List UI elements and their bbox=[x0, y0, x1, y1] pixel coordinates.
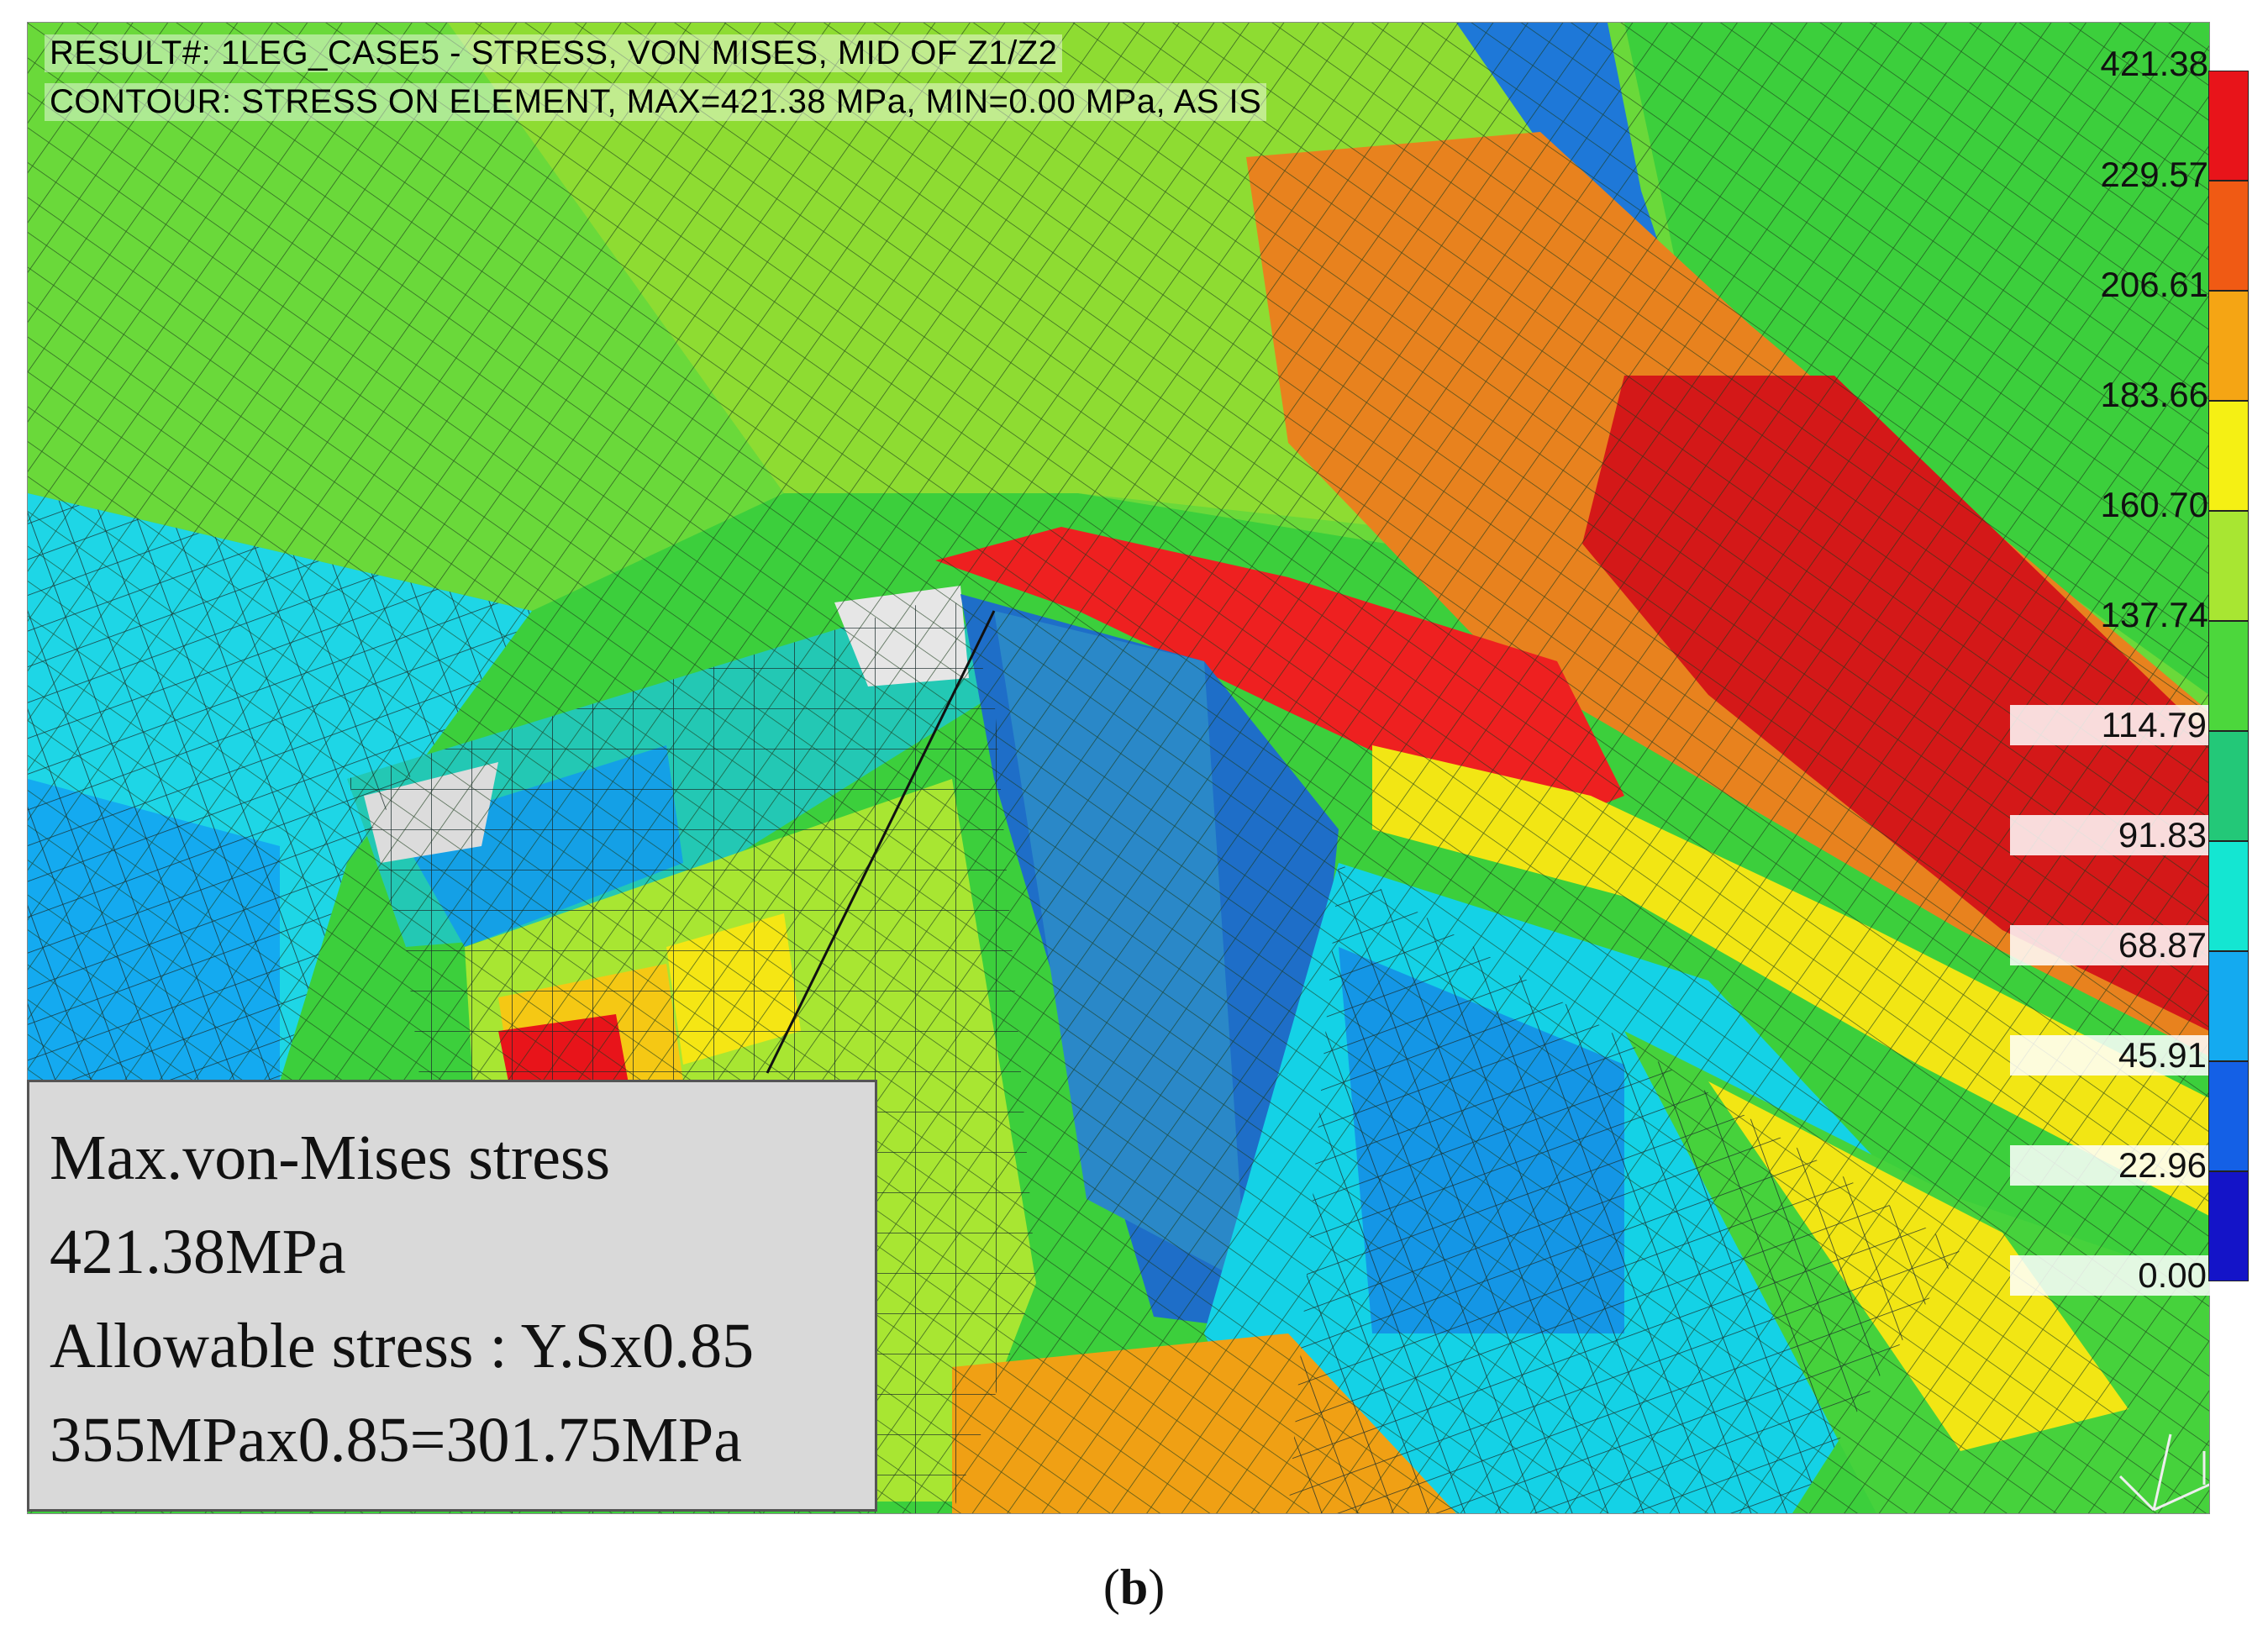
legend-swatch bbox=[2208, 1171, 2249, 1281]
legend-swatch bbox=[2208, 291, 2249, 401]
legend-label: 68.87 bbox=[2010, 925, 2210, 965]
legend-label: 0.00 bbox=[2010, 1255, 2210, 1296]
legend-label: 137.74 bbox=[2100, 595, 2208, 634]
legend-label: 183.66 bbox=[2100, 375, 2208, 414]
legend-label: 45.91 bbox=[2010, 1035, 2210, 1076]
legend-swatch bbox=[2208, 621, 2249, 731]
legend-label: 206.61 bbox=[2100, 265, 2208, 304]
stress-info-box: Max.von-Mises stress 421.38MPa Allowable… bbox=[27, 1080, 877, 1512]
legend-label: 91.83 bbox=[2010, 815, 2210, 855]
legend-swatch bbox=[2208, 951, 2249, 1061]
contour-legend-bar bbox=[2208, 71, 2249, 1281]
legend-swatch bbox=[2208, 181, 2249, 291]
legend-label: 229.57 bbox=[2100, 155, 2208, 194]
legend-swatch bbox=[2208, 511, 2249, 621]
legend-swatch bbox=[2208, 401, 2249, 511]
figure-caption: (b) bbox=[0, 1559, 2268, 1617]
caption-close-paren: ) bbox=[1148, 1559, 1166, 1615]
caption-open-paren: ( bbox=[1102, 1559, 1120, 1615]
legend-label: 160.70 bbox=[2100, 485, 2208, 524]
legend-swatch bbox=[2208, 841, 2249, 951]
caption-letter: b bbox=[1119, 1559, 1149, 1615]
legend-label: 421.38 bbox=[2100, 44, 2208, 83]
legend-swatch bbox=[2208, 731, 2249, 841]
result-title: RESULT#: 1LEG_CASE5 - STRESS, VON MISES,… bbox=[45, 34, 1063, 72]
axis-triad-icon bbox=[2118, 1433, 2209, 1512]
info-allowable-stress-value: 355MPax0.85=301.75MPa bbox=[50, 1405, 743, 1475]
info-max-stress-value: 421.38MPa bbox=[50, 1217, 346, 1287]
contour-subtitle: CONTOUR: STRESS ON ELEMENT, MAX=421.38 M… bbox=[45, 83, 1267, 121]
legend-swatch bbox=[2208, 1061, 2249, 1171]
legend-label: 22.96 bbox=[2010, 1145, 2210, 1186]
legend-swatch bbox=[2208, 71, 2249, 181]
info-allowable-stress-label: Allowable stress : Y.Sx0.85 bbox=[50, 1311, 755, 1381]
legend-label: 114.79 bbox=[2010, 705, 2210, 745]
info-max-stress-label: Max.von-Mises stress bbox=[50, 1123, 611, 1193]
